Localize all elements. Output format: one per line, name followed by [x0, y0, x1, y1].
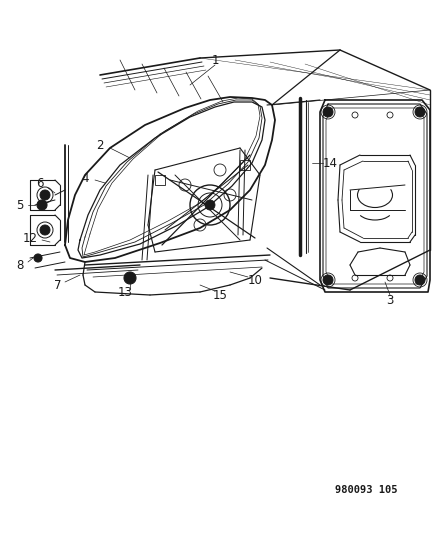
- Circle shape: [40, 225, 50, 235]
- Circle shape: [414, 275, 424, 285]
- Circle shape: [205, 200, 215, 210]
- Text: 14: 14: [322, 157, 337, 169]
- Circle shape: [124, 272, 136, 284]
- Circle shape: [37, 200, 47, 210]
- Text: 5: 5: [16, 198, 24, 212]
- Text: 15: 15: [212, 288, 227, 302]
- Bar: [155, 175, 165, 185]
- Text: 6: 6: [36, 176, 44, 190]
- Text: 7: 7: [54, 279, 62, 292]
- Text: 2: 2: [96, 139, 103, 151]
- Circle shape: [322, 275, 332, 285]
- Text: 4: 4: [81, 172, 88, 184]
- Circle shape: [414, 107, 424, 117]
- Circle shape: [34, 254, 42, 262]
- Circle shape: [40, 190, 50, 200]
- Text: 10: 10: [247, 273, 262, 287]
- Text: 12: 12: [22, 231, 37, 245]
- Text: 8: 8: [16, 259, 24, 271]
- Bar: [240, 160, 249, 170]
- Text: 1: 1: [211, 53, 218, 67]
- Text: 980093 105: 980093 105: [334, 485, 396, 495]
- Text: 3: 3: [385, 294, 393, 306]
- Circle shape: [322, 107, 332, 117]
- Text: 13: 13: [117, 286, 132, 298]
